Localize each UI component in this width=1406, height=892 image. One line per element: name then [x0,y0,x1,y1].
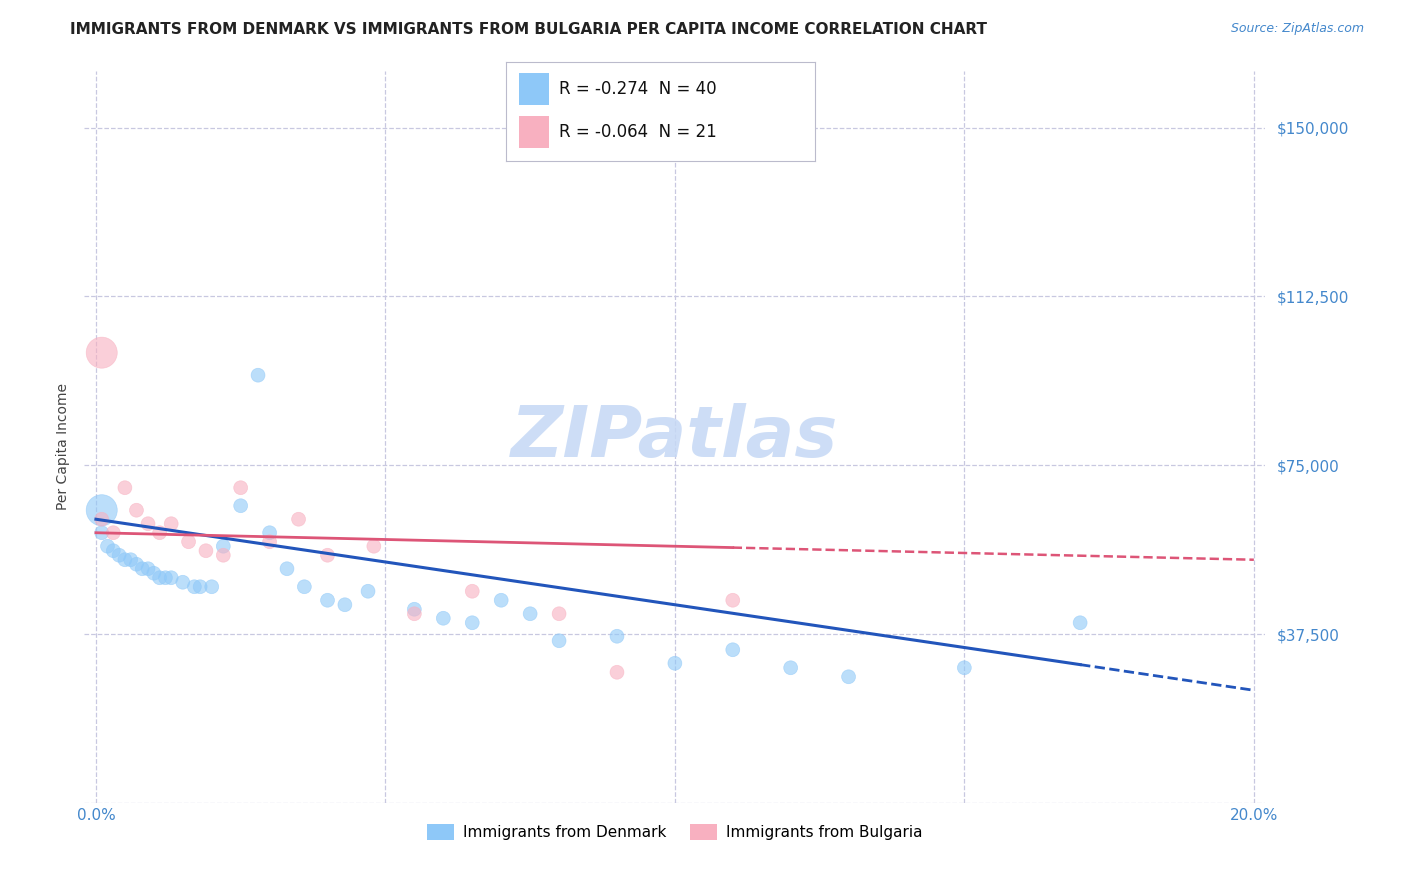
Point [292,580,315,594]
Point [363,539,385,553]
Point [247,368,270,383]
Legend: Immigrants from Denmark, Immigrants from Bulgaria: Immigrants from Denmark, Immigrants from… [420,818,929,847]
Text: Source: ZipAtlas.com: Source: ZipAtlas.com [1230,22,1364,36]
Point [606,665,628,680]
Point [212,539,235,553]
Point [96,539,118,553]
Point [721,593,744,607]
Point [276,562,298,576]
FancyBboxPatch shape [519,117,550,148]
Point [160,516,183,531]
Point [125,503,148,517]
Point [838,670,860,684]
Point [259,534,281,549]
Point [1069,615,1091,630]
Point [90,345,112,359]
Point [664,657,686,671]
Point [287,512,309,526]
Point [461,584,484,599]
Point [404,607,426,621]
Point [172,575,194,590]
Point [125,558,148,572]
Point [149,571,172,585]
Point [90,525,112,540]
Point [259,525,281,540]
Text: IMMIGRANTS FROM DENMARK VS IMMIGRANTS FROM BULGARIA PER CAPITA INCOME CORRELATIO: IMMIGRANTS FROM DENMARK VS IMMIGRANTS FR… [70,22,987,37]
Point [201,580,224,594]
Point [316,548,339,562]
Point [333,598,356,612]
Point [229,499,252,513]
Point [149,525,172,540]
Point [229,481,252,495]
Point [108,548,131,562]
Point [432,611,454,625]
Point [194,543,217,558]
Point [177,534,200,549]
Point [212,548,235,562]
Point [316,593,339,607]
Point [90,512,112,526]
Point [120,553,142,567]
Point [606,629,628,643]
Point [160,571,183,585]
Point [103,543,125,558]
Point [142,566,165,581]
Point [131,562,153,576]
Point [136,516,159,531]
Point [188,580,211,594]
Point [953,661,976,675]
Text: Per Capita Income: Per Capita Income [56,383,70,509]
Point [136,562,159,576]
Text: R = -0.064  N = 21: R = -0.064 N = 21 [558,123,717,141]
Point [489,593,512,607]
FancyBboxPatch shape [519,73,550,104]
Point [114,553,136,567]
Point [404,602,426,616]
Point [519,607,541,621]
Point [548,633,571,648]
Point [90,503,112,517]
Point [357,584,380,599]
Point [183,580,205,594]
Text: R = -0.274  N = 40: R = -0.274 N = 40 [558,80,717,98]
Point [461,615,484,630]
Point [548,607,571,621]
Point [103,525,125,540]
Point [155,571,177,585]
Point [721,642,744,657]
Point [779,661,801,675]
Point [114,481,136,495]
Text: ZIPatlas: ZIPatlas [512,402,838,472]
